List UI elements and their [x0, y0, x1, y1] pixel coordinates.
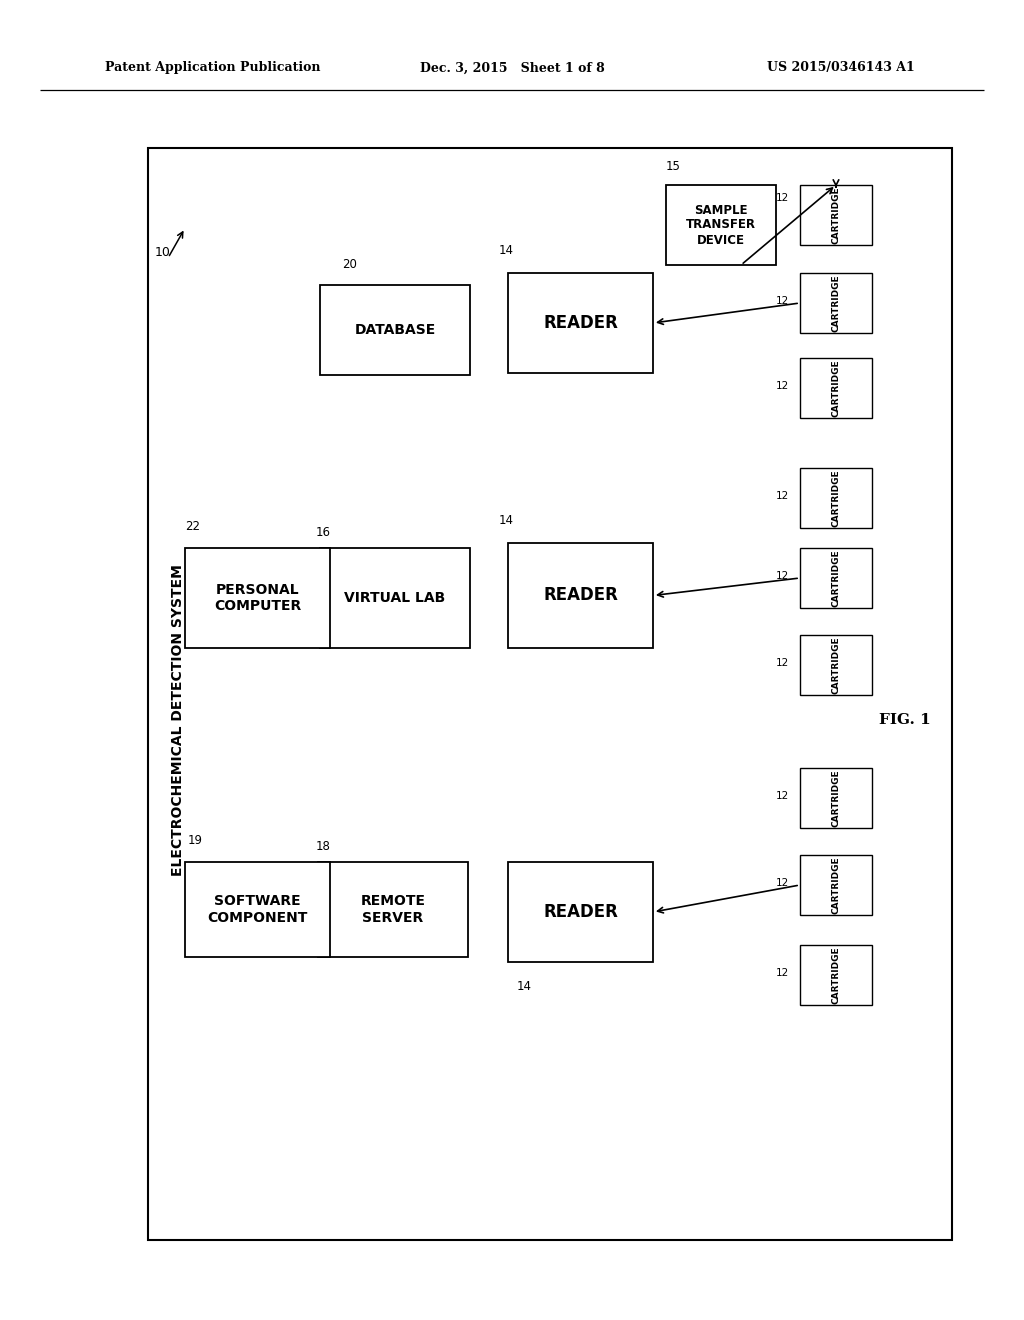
Bar: [508, 273, 653, 374]
Text: US 2015/0346143 A1: US 2015/0346143 A1: [767, 62, 915, 74]
Bar: [800, 945, 872, 1005]
Text: READER: READER: [543, 586, 617, 605]
Text: READER: READER: [543, 903, 617, 921]
Text: CARTRIDGE: CARTRIDGE: [831, 636, 841, 694]
Text: CARTRIDGE: CARTRIDGE: [831, 857, 841, 913]
Bar: [508, 862, 653, 962]
Text: ELECTROCHEMICAL DETECTION SYSTEM: ELECTROCHEMICAL DETECTION SYSTEM: [171, 564, 185, 876]
Text: 22: 22: [185, 520, 201, 532]
Text: 12: 12: [776, 657, 790, 668]
Text: 10: 10: [155, 246, 171, 259]
Text: Dec. 3, 2015   Sheet 1 of 8: Dec. 3, 2015 Sheet 1 of 8: [420, 62, 604, 74]
Text: 12: 12: [776, 193, 790, 203]
Text: 12: 12: [776, 572, 790, 581]
Bar: [185, 862, 330, 957]
Text: DATABASE: DATABASE: [354, 323, 435, 337]
Text: CARTRIDGE: CARTRIDGE: [831, 946, 841, 1003]
Text: 12: 12: [776, 878, 790, 888]
Text: SOFTWARE
COMPONENT: SOFTWARE COMPONENT: [207, 895, 307, 924]
Text: 12: 12: [776, 968, 790, 978]
Text: CARTRIDGE: CARTRIDGE: [831, 770, 841, 826]
Bar: [800, 469, 872, 528]
Bar: [800, 273, 872, 333]
Text: REMOTE
SERVER: REMOTE SERVER: [360, 895, 426, 924]
Bar: [318, 862, 468, 957]
Text: 20: 20: [343, 257, 357, 271]
Bar: [319, 548, 470, 648]
Text: PERSONAL
COMPUTER: PERSONAL COMPUTER: [214, 583, 301, 612]
Text: 15: 15: [666, 160, 680, 173]
Text: CARTRIDGE: CARTRIDGE: [831, 186, 841, 244]
Text: 14: 14: [499, 243, 513, 256]
Bar: [800, 548, 872, 609]
Bar: [800, 855, 872, 915]
Text: READER: READER: [543, 314, 617, 333]
Text: 12: 12: [776, 491, 790, 502]
Bar: [800, 635, 872, 696]
Text: 12: 12: [776, 791, 790, 801]
Bar: [148, 148, 952, 1239]
Text: CARTRIDGE: CARTRIDGE: [831, 549, 841, 607]
Bar: [185, 548, 330, 648]
Text: 18: 18: [315, 841, 331, 854]
Text: CARTRIDGE: CARTRIDGE: [831, 275, 841, 331]
Text: 14: 14: [499, 515, 513, 528]
Text: 19: 19: [187, 833, 203, 846]
Bar: [508, 543, 653, 648]
Bar: [800, 768, 872, 828]
Text: VIRTUAL LAB: VIRTUAL LAB: [344, 591, 445, 605]
Bar: [800, 358, 872, 418]
Bar: [666, 185, 776, 265]
Text: 16: 16: [315, 527, 331, 540]
Text: 14: 14: [516, 979, 531, 993]
Text: CARTRIDGE: CARTRIDGE: [831, 469, 841, 527]
Bar: [800, 185, 872, 246]
Text: 12: 12: [776, 296, 790, 306]
Text: FIG. 1: FIG. 1: [880, 713, 931, 727]
Text: 12: 12: [776, 381, 790, 391]
Text: CARTRIDGE: CARTRIDGE: [831, 359, 841, 417]
Text: Patent Application Publication: Patent Application Publication: [105, 62, 321, 74]
Bar: [319, 285, 470, 375]
Text: SAMPLE
TRANSFER
DEVICE: SAMPLE TRANSFER DEVICE: [686, 203, 756, 247]
